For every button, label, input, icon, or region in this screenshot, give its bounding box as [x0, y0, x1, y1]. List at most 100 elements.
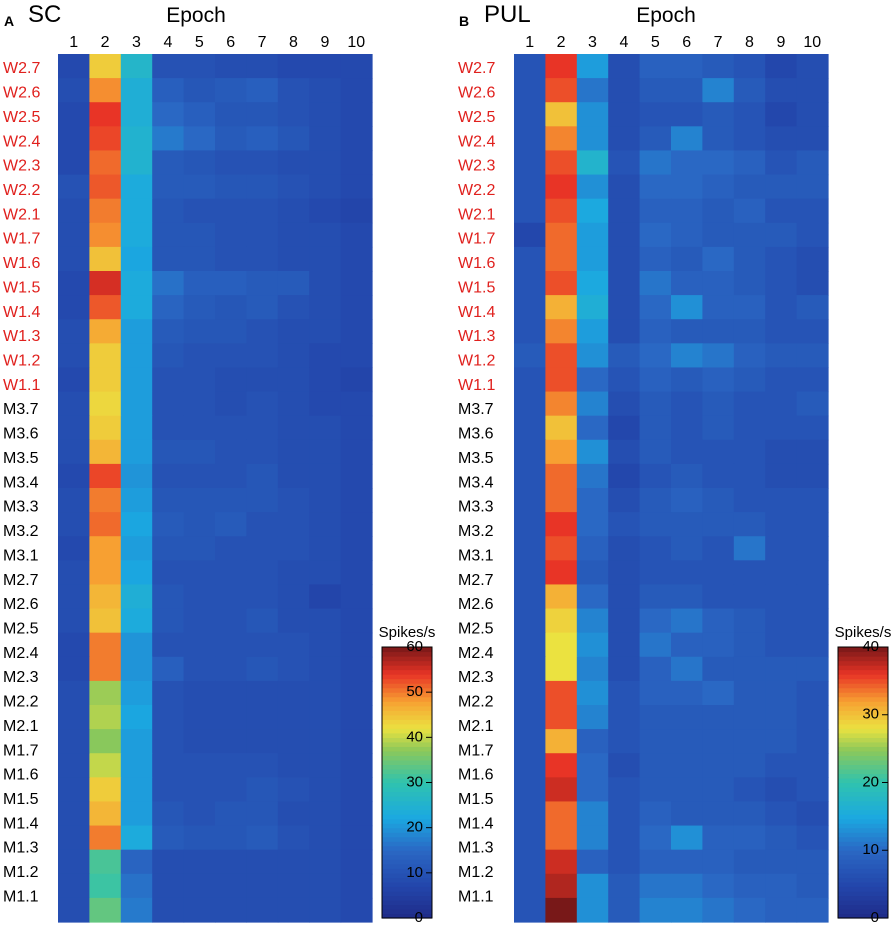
heatmap-cell	[639, 608, 672, 634]
heatmap-cell	[608, 608, 641, 634]
heatmap-cell	[545, 150, 578, 176]
heatmap-cell	[120, 126, 153, 152]
heatmap-cell	[58, 512, 90, 537]
heatmap-cell	[702, 632, 735, 658]
heatmap-cell	[152, 608, 185, 634]
colorbar-segment	[382, 777, 432, 784]
heatmap-cell	[765, 439, 798, 465]
heatmap-cell	[765, 246, 798, 272]
row-label: M3.5	[458, 450, 494, 467]
heatmap-cell	[765, 705, 798, 730]
heatmap-cell	[608, 801, 641, 827]
row-label: W2.2	[3, 182, 40, 199]
heatmap-cell	[671, 367, 703, 393]
heatmap-cell	[608, 488, 641, 513]
heatmap-cell	[277, 198, 310, 224]
heatmap-cell	[608, 680, 641, 706]
heatmap-cell	[545, 705, 578, 730]
heatmap-cell	[514, 343, 546, 369]
heatmap-cell	[702, 873, 735, 899]
heatmap-cell	[576, 415, 609, 441]
heatmap-cell	[608, 415, 641, 441]
heatmap-cell	[796, 849, 829, 875]
x-tick-label: 10	[803, 34, 821, 51]
heatmap-cell	[545, 319, 578, 344]
x-tick-label: 10	[347, 34, 365, 51]
colorbar-tick-label: 20	[862, 773, 879, 790]
heatmap-cell	[796, 367, 829, 393]
heatmap-cell	[639, 777, 672, 803]
colorbar-segment	[838, 904, 888, 910]
heatmap-cell	[89, 801, 122, 827]
heatmap-cell	[277, 632, 310, 658]
heatmap-cell	[152, 174, 185, 200]
heatmap-cell	[514, 78, 546, 103]
heatmap-cell	[277, 584, 310, 610]
heatmap-cell	[514, 897, 546, 923]
heatmap-cell	[671, 78, 703, 103]
heatmap-cell	[120, 801, 153, 827]
colorbar-segment	[382, 877, 432, 883]
heatmap-cell	[608, 584, 641, 610]
x-tick-label: 4	[619, 34, 628, 51]
heatmap-cell	[545, 608, 578, 634]
heatmap-cell	[639, 102, 672, 127]
heatmap-cell	[246, 367, 279, 393]
heatmap-cell	[545, 343, 578, 369]
heatmap-cell	[246, 126, 279, 152]
panel-letter: A	[4, 13, 14, 29]
heatmap-cell	[733, 897, 766, 923]
heatmap-cell	[702, 102, 735, 127]
heatmap-cell	[277, 126, 310, 152]
heatmap-cell	[514, 271, 546, 296]
heatmap-cell	[89, 632, 122, 658]
heatmap-cell	[671, 102, 703, 127]
heatmap-cell	[671, 439, 703, 465]
colorbar-segment	[382, 800, 432, 806]
heatmap-cell	[246, 415, 279, 441]
heatmap-cell	[58, 102, 90, 127]
heatmap-cell	[545, 512, 578, 537]
heatmap-cell	[765, 463, 798, 489]
heatmap-cell	[765, 873, 798, 899]
heatmap-cell	[246, 54, 279, 79]
heatmap-cell	[639, 415, 672, 441]
colorbar-segment	[838, 651, 888, 657]
heatmap-cell	[89, 78, 122, 103]
heatmap-cell	[576, 705, 609, 730]
row-label: W1.7	[3, 231, 40, 248]
colorbar-segment	[838, 877, 888, 883]
heatmap-cell	[765, 536, 798, 561]
colorbar-segment	[838, 764, 888, 770]
heatmap-cell	[545, 246, 578, 272]
colorbar-tick-label: 10	[406, 864, 423, 881]
heatmap-cell	[639, 150, 672, 176]
heatmap-cell	[545, 825, 578, 851]
heatmap-cell	[514, 174, 546, 200]
heatmap-cell	[58, 343, 90, 369]
heatmap-cell	[733, 391, 766, 417]
heatmap-cell	[246, 584, 279, 610]
heatmap-cell	[514, 126, 546, 152]
panel-b: B PUL Epoch 1 2 3 4 5 6 7 8 9 10 W2.7 W2.6 W2.5 W2.4 W2.3…	[458, 1, 891, 926]
heatmap-cell	[576, 78, 609, 103]
row-label: M3.3	[458, 499, 494, 516]
x-tick-label: 2	[557, 34, 566, 51]
colorbar-tick-label: 50	[406, 683, 423, 700]
heatmap-cell	[671, 608, 703, 634]
heatmap-cell	[514, 391, 546, 417]
heatmap-cell	[215, 391, 247, 417]
heatmap-cell	[576, 174, 609, 200]
heatmap-cell	[733, 150, 766, 176]
row-label: M3.5	[3, 450, 39, 467]
heatmap-cell	[309, 367, 342, 393]
heatmap-cell	[89, 825, 122, 851]
heatmap-cell	[545, 536, 578, 561]
heatmap-cell	[639, 584, 672, 610]
heatmap-cell	[545, 873, 578, 899]
colorbar-segment	[838, 868, 888, 874]
heatmap-cell	[340, 729, 373, 754]
heatmap-cell	[765, 825, 798, 851]
heatmap-cell	[309, 560, 342, 586]
heatmap-cell	[309, 777, 342, 803]
